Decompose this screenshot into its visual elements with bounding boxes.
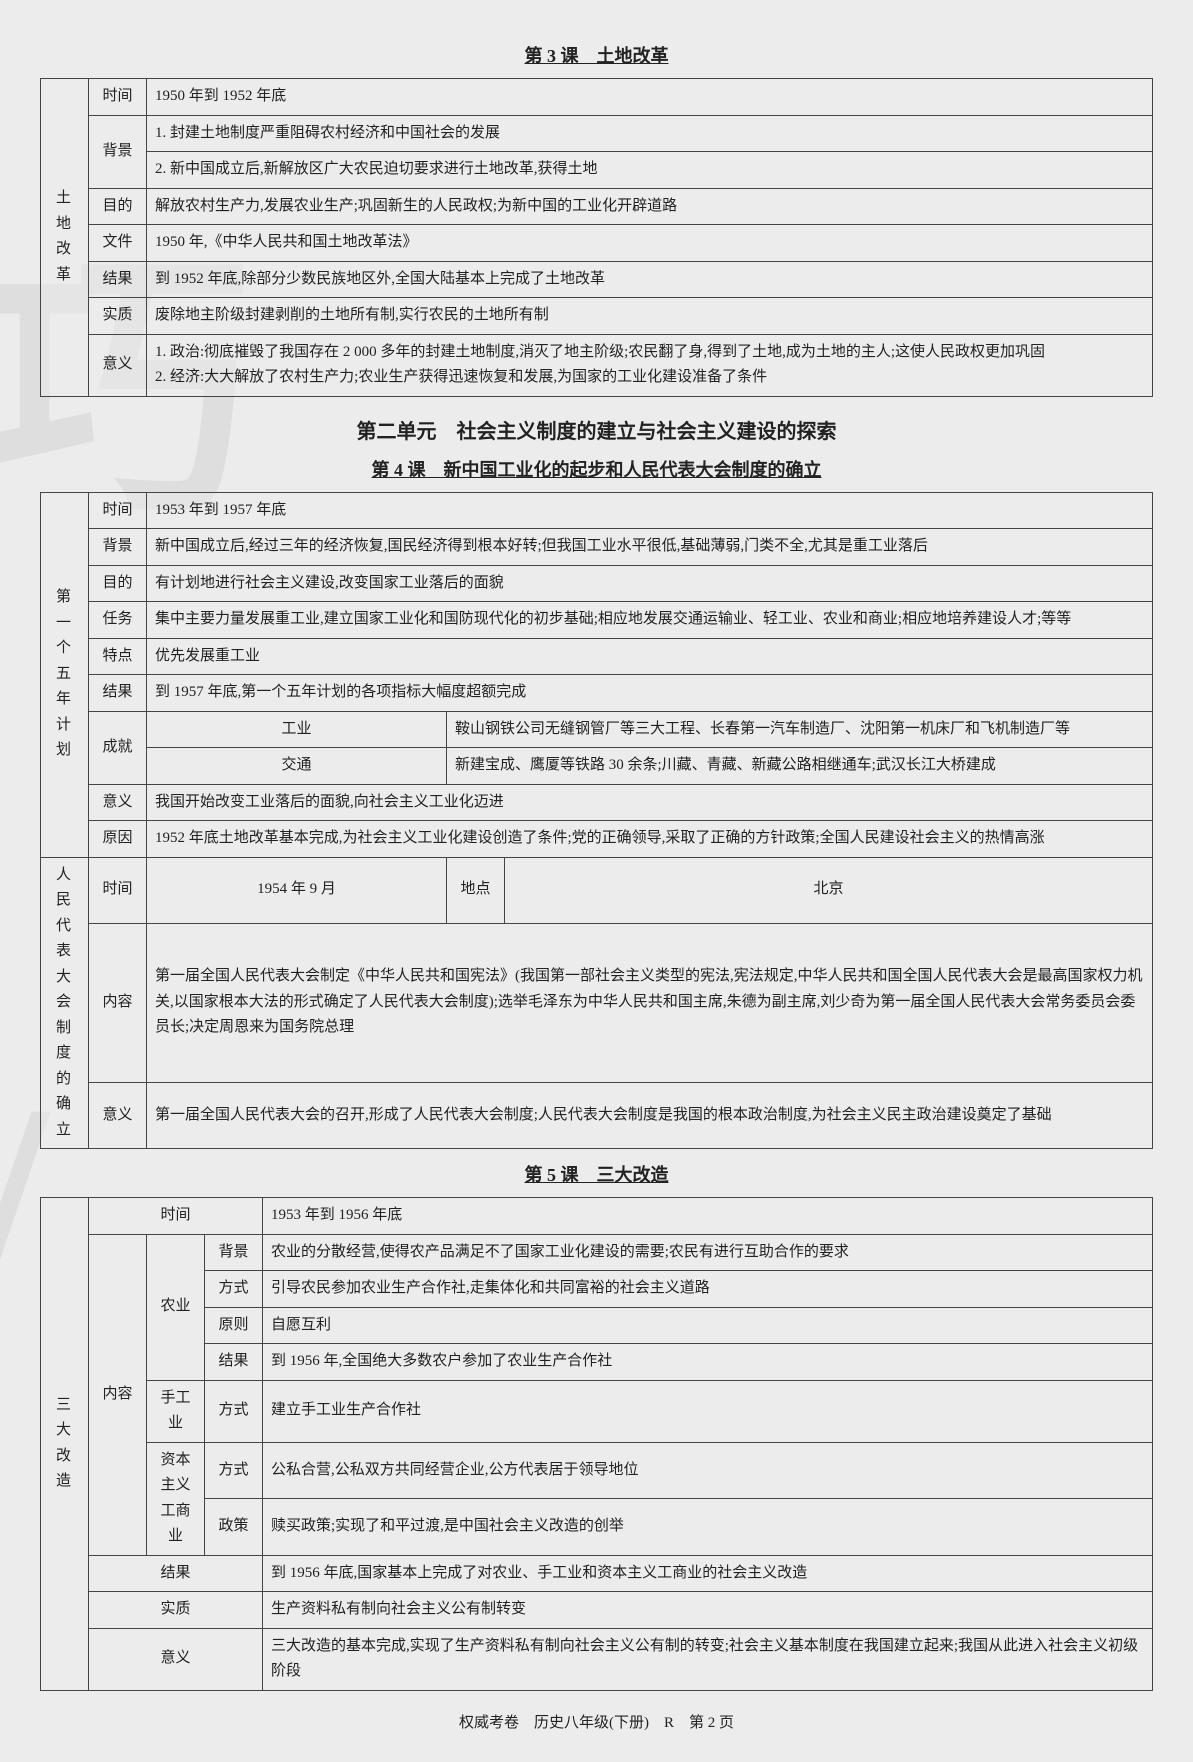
sub-label: 政策 — [205, 1499, 263, 1556]
cell: 有计划地进行社会主义建设,改变国家工业落后的面貌 — [147, 565, 1153, 602]
sub-label: 方式 — [205, 1271, 263, 1308]
cell: 到 1957 年底,第一个五年计划的各项指标大幅度超额完成 — [147, 675, 1153, 712]
row-label: 成就 — [89, 711, 147, 784]
row-label: 原因 — [89, 821, 147, 858]
page-content: 第 3 课 土地改革 土地改革 时间 1950 年到 1952 年底 背景 1.… — [40, 42, 1153, 1732]
row-label: 时间 — [89, 79, 147, 116]
cell: 新建宝成、鹰厦等铁路 30 余条;川藏、青藏、新藏公路相继通车;武汉长江大桥建成 — [447, 748, 1153, 785]
row-label: 内容 — [89, 1234, 147, 1555]
row-label: 意义 — [89, 334, 147, 396]
row-label: 背景 — [89, 529, 147, 566]
cell: 第一届全国人民代表大会的召开,形成了人民代表大会制度;人民代表大会制度是我国的根… — [147, 1082, 1153, 1148]
lesson-4-table: 第一个五年计划 时间 1953 年到 1957 年底 背景 新中国成立后,经过三… — [40, 492, 1153, 1150]
row-label: 目的 — [89, 188, 147, 225]
cell: 1950 年,《中华人民共和国土地改革法》 — [147, 225, 1153, 262]
cell: 1. 封建土地制度严重阻碍农村经济和中国社会的发展 — [147, 115, 1153, 152]
cell: 优先发展重工业 — [147, 638, 1153, 675]
cell: 三大改造的基本完成,实现了生产资料私有制向社会主义公有制的转变;社会主义基本制度… — [263, 1628, 1153, 1690]
row-label: 意义 — [89, 1082, 147, 1148]
lesson-4-topic-1: 第一个五年计划 — [41, 492, 89, 857]
cell: 自愿互利 — [263, 1307, 1153, 1344]
row-label: 结果 — [89, 261, 147, 298]
sub-label: 方式 — [205, 1380, 263, 1442]
sub-label: 交通 — [147, 748, 447, 785]
cell: 1950 年到 1952 年底 — [147, 79, 1153, 116]
row-label: 特点 — [89, 638, 147, 675]
cell: 1953 年到 1957 年底 — [147, 492, 1153, 529]
lesson-5-table: 三大改造 时间 1953 年到 1956 年底 内容 农业 背景 农业的分散经营… — [40, 1197, 1153, 1691]
cell: 公私合营,公私双方共同经营企业,公方代表居于领导地位 — [263, 1442, 1153, 1499]
cell: 北京 — [505, 857, 1153, 923]
lesson-3-title: 第 3 课 土地改革 — [40, 42, 1153, 68]
cell: 到 1956 年底,国家基本上完成了对农业、手工业和资本主义工商业的社会主义改造 — [263, 1555, 1153, 1592]
row-label: 实质 — [89, 1592, 263, 1629]
lesson-5-topic: 三大改造 — [41, 1198, 89, 1691]
lesson-3-topic: 土地改革 — [41, 79, 89, 397]
row-label: 内容 — [89, 923, 147, 1082]
cell: 到 1952 年底,除部分少数民族地区外,全国大陆基本上完成了土地改革 — [147, 261, 1153, 298]
cell: 2. 新中国成立后,新解放区广大农民迫切要求进行土地改革,获得土地 — [147, 152, 1153, 189]
row-label: 时间 — [89, 857, 147, 923]
cell: 赎买政策;实现了和平过渡,是中国社会主义改造的创举 — [263, 1499, 1153, 1556]
cell: 农业的分散经营,使得农产品满足不了国家工业化建设的需要;农民有进行互助合作的要求 — [263, 1234, 1153, 1271]
sub-label: 背景 — [205, 1234, 263, 1271]
cell: 集中主要力量发展重工业,建立国家工业化和国防现代化的初步基础;相应地发展交通运输… — [147, 602, 1153, 639]
cell: 1953 年到 1956 年底 — [263, 1198, 1153, 1235]
row-label: 时间 — [89, 1198, 263, 1235]
cell: 新中国成立后,经过三年的经济恢复,国民经济得到根本好转;但我国工业水平很低,基础… — [147, 529, 1153, 566]
unit-2-title: 第二单元 社会主义制度的建立与社会主义建设的探索 — [40, 415, 1153, 444]
cell: 1952 年底土地改革基本完成,为社会主义工业化建设创造了条件;党的正确领导,采… — [147, 821, 1153, 858]
sub-label: 农业 — [147, 1234, 205, 1380]
sub-label: 原则 — [205, 1307, 263, 1344]
row-label: 时间 — [89, 492, 147, 529]
cell: 废除地主阶级封建剥削的土地所有制,实行农民的土地所有制 — [147, 298, 1153, 335]
cell: 建立手工业生产合作社 — [263, 1380, 1153, 1442]
sub-label: 方式 — [205, 1442, 263, 1499]
row-label: 结果 — [89, 675, 147, 712]
cell: 1954 年 9 月 — [147, 857, 447, 923]
row-label: 目的 — [89, 565, 147, 602]
row-label: 意义 — [89, 1628, 263, 1690]
sub-label: 结果 — [205, 1344, 263, 1381]
row-label: 文件 — [89, 225, 147, 262]
lesson-5-title: 第 5 课 三大改造 — [40, 1161, 1153, 1187]
sub-label: 手工业 — [147, 1380, 205, 1442]
cell: 鞍山钢铁公司无缝钢管厂等三大工程、长春第一汽车制造厂、沈阳第一机床厂和飞机制造厂… — [447, 711, 1153, 748]
cell: 我国开始改变工业落后的面貌,向社会主义工业化迈进 — [147, 784, 1153, 821]
sub-label: 工业 — [147, 711, 447, 748]
cell: 1. 政治:彻底摧毁了我国存在 2 000 多年的封建土地制度,消灭了地主阶级;… — [147, 334, 1153, 396]
cell: 解放农村生产力,发展农业生产;巩固新生的人民政权;为新中国的工业化开辟道路 — [147, 188, 1153, 225]
cell: 生产资料私有制向社会主义公有制转变 — [263, 1592, 1153, 1629]
page-footer: 权威考卷 历史八年级(下册) R 第 2 页 — [40, 1711, 1153, 1732]
row-label: 实质 — [89, 298, 147, 335]
cell: 第一届全国人民代表大会制定《中华人民共和国宪法》(我国第一部社会主义类型的宪法,… — [147, 923, 1153, 1082]
lesson-4-title: 第 4 课 新中国工业化的起步和人民代表大会制度的确立 — [40, 456, 1153, 482]
row-label: 结果 — [89, 1555, 263, 1592]
row-label: 意义 — [89, 784, 147, 821]
lesson-3-table: 土地改革 时间 1950 年到 1952 年底 背景 1. 封建土地制度严重阻碍… — [40, 78, 1153, 397]
lesson-4-topic-2: 人民代表大会制度的确立 — [41, 857, 89, 1149]
cell: 到 1956 年,全国绝大多数农户参加了农业生产合作社 — [263, 1344, 1153, 1381]
row-label: 背景 — [89, 115, 147, 188]
sub-label: 地点 — [447, 857, 505, 923]
cell: 引导农民参加农业生产合作社,走集体化和共同富裕的社会主义道路 — [263, 1271, 1153, 1308]
row-label: 任务 — [89, 602, 147, 639]
sub-label: 资本主义工商业 — [147, 1442, 205, 1555]
